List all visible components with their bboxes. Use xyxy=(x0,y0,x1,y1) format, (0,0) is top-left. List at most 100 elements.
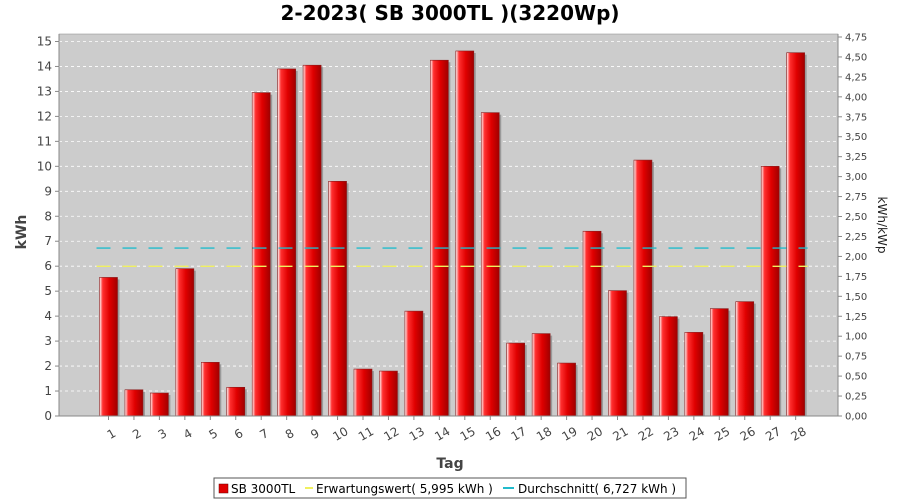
bar xyxy=(150,392,169,417)
bar xyxy=(684,332,704,417)
bar-series xyxy=(99,50,807,417)
bar xyxy=(659,316,678,417)
y-tick-label: 0 xyxy=(44,409,52,423)
bar xyxy=(175,268,195,417)
x-tick-label: 3 xyxy=(156,426,170,442)
y-tick-label: 11 xyxy=(37,134,52,148)
bar xyxy=(302,64,322,417)
legend-label: Erwartungswert( 5,995 kWh ) xyxy=(316,482,493,496)
y-right-tick-label: 3,75 xyxy=(845,112,867,123)
y-right-tick-label: 0,25 xyxy=(845,392,867,403)
legend: SB 3000TL Erwartungswert( 5,995 kWh ) Durc… xyxy=(213,477,687,499)
bar xyxy=(353,368,373,417)
legend-box xyxy=(213,477,687,499)
x-tick-label: 27 xyxy=(763,424,783,444)
y-right-tick-label: 2,00 xyxy=(845,252,867,263)
y-right-tick-label: 1,25 xyxy=(845,312,867,323)
bar xyxy=(480,112,500,417)
y-right-tick-label: 4,00 xyxy=(845,92,867,103)
y-axis-label: kWh xyxy=(14,215,30,250)
y-right-tick-label: 2,25 xyxy=(845,232,867,243)
bar xyxy=(455,50,475,417)
y-tick-label: 5 xyxy=(44,284,52,298)
y-right-tick-label: 3,00 xyxy=(845,172,867,183)
y-right-tick-label: 3,25 xyxy=(845,152,867,163)
y-tick-label: 6 xyxy=(44,259,52,273)
y-right-tick-label: 0,50 xyxy=(845,372,867,383)
y-tick-label: 3 xyxy=(44,334,52,348)
bar xyxy=(226,386,246,417)
bar xyxy=(430,59,449,417)
chart-title: 2-2023( SB 3000TL )(3220Wp) xyxy=(280,1,619,25)
x-tick-label: 4 xyxy=(181,426,195,442)
bar xyxy=(531,333,551,417)
x-tick-label: 22 xyxy=(636,424,656,444)
bar xyxy=(735,301,755,417)
x-tick-label: 8 xyxy=(283,426,297,442)
x-tick-label: 21 xyxy=(610,424,630,444)
x-tick-label: 16 xyxy=(483,424,503,444)
x-tick-label: 10 xyxy=(330,424,350,444)
x-tick-label: 13 xyxy=(407,424,427,444)
x-tick-label: 23 xyxy=(661,424,681,444)
y-tick-label: 9 xyxy=(44,184,52,198)
bar xyxy=(379,370,398,417)
x-tick-label: 28 xyxy=(789,424,809,444)
x-tick-label: 6 xyxy=(232,426,246,442)
x-tick-label: 26 xyxy=(738,424,758,444)
bar xyxy=(786,52,805,417)
x-tick-label: 12 xyxy=(381,424,401,444)
y-tick-label: 2 xyxy=(44,359,52,373)
y-right-tick-label: 2,50 xyxy=(845,212,867,223)
y-right-tick-label: 3,50 xyxy=(845,132,867,143)
bar xyxy=(277,68,296,417)
bar xyxy=(709,308,729,417)
y-tick-label: 7 xyxy=(44,234,52,248)
x-tick-label: 2 xyxy=(130,426,144,442)
x-tick-label: 17 xyxy=(509,424,529,444)
bar xyxy=(760,166,780,417)
y-right-tick-label: 4,25 xyxy=(845,72,867,83)
x-tick-label: 19 xyxy=(559,424,579,444)
y-right-tick-label: 4,50 xyxy=(845,52,867,63)
y-tick-label: 12 xyxy=(37,109,52,123)
y-right-tick-label: 1,50 xyxy=(845,292,867,303)
bar xyxy=(506,342,526,417)
y-right-tick-label: 1,75 xyxy=(845,272,867,283)
legend-swatch-bar xyxy=(218,483,229,494)
y-tick-label: 14 xyxy=(37,59,52,73)
bar xyxy=(251,92,271,417)
y-right-tick-label: 0,75 xyxy=(845,352,867,363)
x-tick-label: 5 xyxy=(206,426,220,442)
y-right-tick-label: 2,75 xyxy=(845,192,867,203)
bar xyxy=(608,290,627,417)
bar xyxy=(633,159,653,417)
bar xyxy=(124,389,144,417)
x-axis-label: Tag xyxy=(436,456,463,472)
axes xyxy=(58,34,839,417)
x-tick-label: 9 xyxy=(308,426,322,442)
legend-label: SB 3000TL xyxy=(231,482,296,496)
bar xyxy=(201,362,220,417)
bar xyxy=(404,310,424,417)
y-axis-right-label: kWh/kWp xyxy=(875,197,889,254)
y-tick-label: 4 xyxy=(44,309,52,323)
y-tick-label: 15 xyxy=(37,34,52,48)
y-right-tick-label: 1,00 xyxy=(845,332,867,343)
y-right-tick-label: 0,00 xyxy=(845,412,867,423)
legend-label: Durchschnitt( 6,727 kWh ) xyxy=(518,482,676,496)
y-tick-label: 13 xyxy=(37,84,52,98)
y-tick-label: 1 xyxy=(44,384,52,398)
x-tick-label: 18 xyxy=(534,424,554,444)
x-tick-label: 7 xyxy=(257,426,271,442)
x-tick-label: 1 xyxy=(105,426,119,442)
x-tick-label: 20 xyxy=(585,424,605,444)
bar xyxy=(557,362,576,417)
x-tick-label: 24 xyxy=(687,424,707,444)
x-tick-label: 25 xyxy=(712,424,732,444)
y-tick-label: 10 xyxy=(37,159,52,173)
y-axis-right-ticks: 0,00 0,25 0,50 0,75 1,00 1,25 1,50 1,75 2,00 2,25… xyxy=(838,33,867,423)
y-tick-label: 8 xyxy=(44,209,52,223)
